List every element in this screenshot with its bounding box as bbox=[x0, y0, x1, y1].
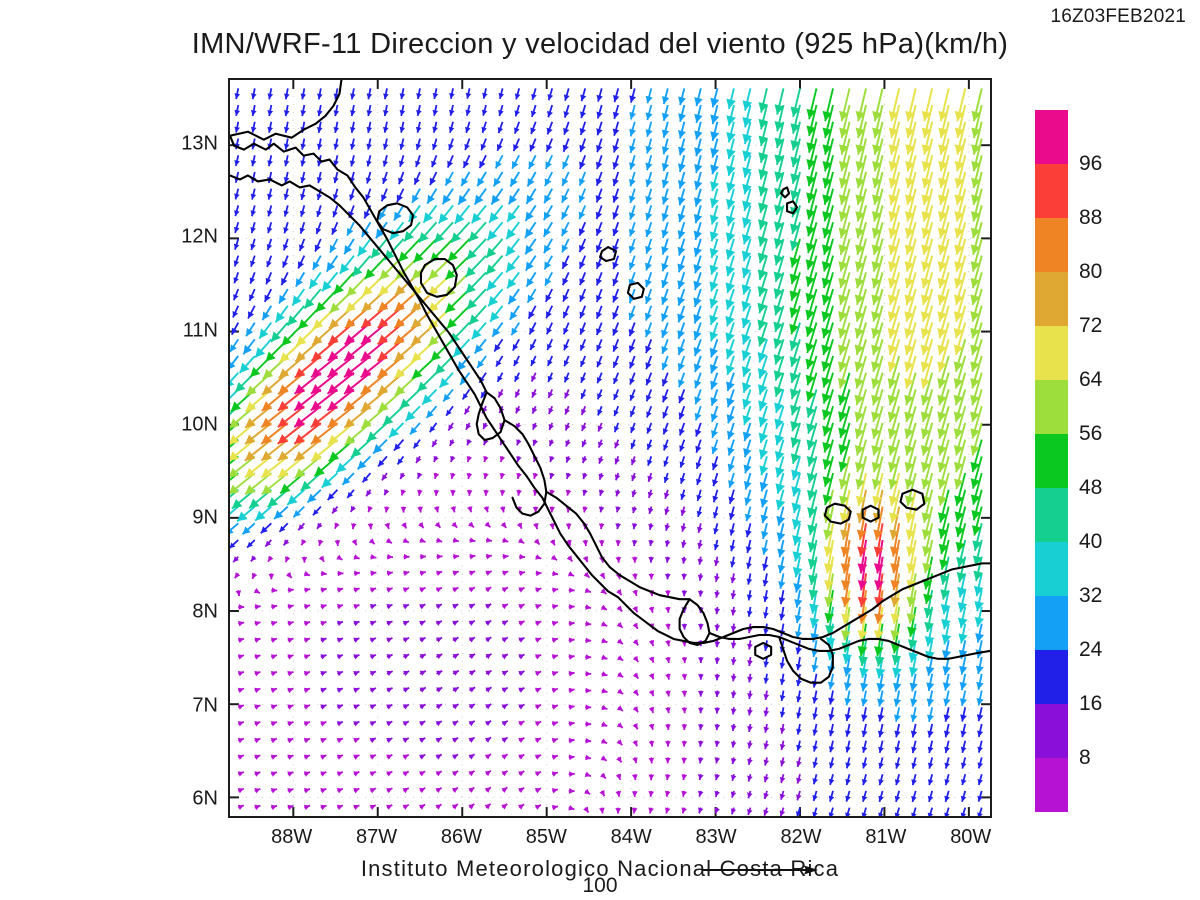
colorbar-tick-label: 88 bbox=[1079, 206, 1103, 229]
x-axis-tick-label: 88W bbox=[271, 826, 313, 848]
y-axis-tick-label: 13N bbox=[181, 132, 218, 155]
footer-credit: Instituto Meteorologico Nacional Costa R… bbox=[360, 856, 840, 881]
y-axis-tick-label: 12N bbox=[181, 225, 218, 248]
colorbar-band bbox=[1035, 704, 1068, 758]
colorbar-tick-label: 72 bbox=[1079, 314, 1103, 337]
colorbar-band bbox=[1035, 488, 1068, 542]
y-axis-tick-label: 10N bbox=[181, 413, 218, 436]
page-title: IMN/WRF-11 Direccion y velocidad del vie… bbox=[191, 28, 1009, 60]
colorbar-tick-label: 40 bbox=[1079, 530, 1103, 553]
y-axis-tick-label: 7N bbox=[192, 694, 218, 717]
colorbar-tick-label: 96 bbox=[1079, 152, 1103, 175]
colorbar-tick-label: 48 bbox=[1079, 476, 1103, 499]
colorbar-band bbox=[1035, 110, 1068, 164]
reference-vector-label: 100 bbox=[582, 874, 618, 897]
speed-colorbar bbox=[1035, 110, 1068, 812]
colorbar-tick-label: 16 bbox=[1079, 692, 1103, 715]
x-axis-tick-label: 83W bbox=[695, 826, 737, 848]
colorbar-band bbox=[1035, 650, 1068, 704]
wind-vector-field bbox=[230, 88, 985, 816]
colorbar-tick-label: 8 bbox=[1079, 746, 1091, 769]
colorbar-tick-label: 64 bbox=[1079, 368, 1103, 391]
colorbar-band bbox=[1035, 434, 1068, 488]
date-stamp: 16Z03FEB2021 bbox=[1050, 6, 1186, 27]
x-axis-tick-label: 86W bbox=[440, 826, 483, 848]
x-axis-tick-label: 80W bbox=[950, 826, 992, 848]
colorbar-tick-label: 24 bbox=[1079, 638, 1103, 661]
x-axis-tick-label: 87W bbox=[355, 826, 398, 848]
colorbar-band bbox=[1035, 164, 1068, 218]
y-axis-tick-label: 11N bbox=[182, 319, 218, 342]
colorbar-band bbox=[1035, 272, 1068, 326]
reference-vector-arrow bbox=[702, 865, 818, 875]
x-axis-tick-label: 85W bbox=[525, 826, 567, 848]
colorbar-band bbox=[1035, 596, 1068, 650]
colorbar-tick-label: 32 bbox=[1079, 584, 1103, 607]
x-axis-tick-label: 81W bbox=[865, 826, 907, 848]
y-axis-tick-label: 6N bbox=[192, 787, 218, 810]
colorbar-band bbox=[1035, 218, 1068, 272]
map-plot-area[interactable] bbox=[228, 78, 992, 818]
colorbar-band bbox=[1035, 326, 1068, 380]
y-axis-tick-label: 8N bbox=[192, 600, 218, 623]
colorbar-band bbox=[1035, 380, 1068, 434]
y-axis-tick-label: 9N bbox=[192, 506, 218, 529]
x-axis-tick-label: 82W bbox=[780, 826, 822, 848]
x-axis-tick-label: 84W bbox=[610, 826, 652, 848]
coastline-overlay bbox=[230, 80, 990, 684]
colorbar-tick-label: 56 bbox=[1079, 422, 1103, 445]
colorbar-band bbox=[1035, 758, 1068, 812]
colorbar-tick-label: 80 bbox=[1079, 260, 1103, 283]
colorbar-band bbox=[1035, 542, 1068, 596]
